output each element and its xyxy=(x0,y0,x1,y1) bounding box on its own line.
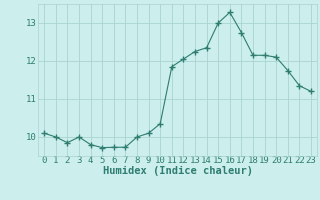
X-axis label: Humidex (Indice chaleur): Humidex (Indice chaleur) xyxy=(103,166,252,176)
